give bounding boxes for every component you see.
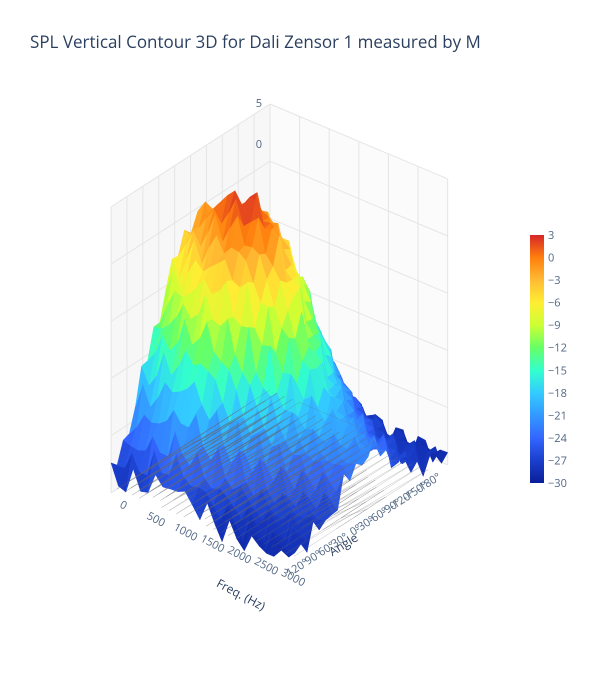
chart-title: SPL Vertical Contour 3D for Dali Zensor … bbox=[30, 30, 481, 53]
svg-text:−9: −9 bbox=[548, 318, 561, 333]
svg-text:−12: −12 bbox=[548, 341, 567, 356]
svg-text:−27: −27 bbox=[548, 453, 567, 468]
svg-text:0: 0 bbox=[548, 251, 554, 266]
svg-text:−24: −24 bbox=[548, 431, 568, 446]
svg-text:0: 0 bbox=[117, 497, 130, 513]
svg-text:5: 5 bbox=[256, 96, 262, 111]
svg-text:−3: −3 bbox=[548, 273, 561, 288]
svg-text:0: 0 bbox=[256, 137, 262, 152]
svg-text:−21: −21 bbox=[548, 408, 567, 423]
svg-text:−6: −6 bbox=[548, 296, 561, 311]
svg-text:−30: −30 bbox=[548, 476, 567, 491]
svg-text:−15: −15 bbox=[548, 363, 567, 378]
svg-text:−18: −18 bbox=[548, 386, 567, 401]
colorbar: 3 0 −3 −6 −9 −12 −15 −18 −21 −24 −27 −30 bbox=[530, 228, 568, 491]
svg-text:3: 3 bbox=[548, 228, 554, 243]
plot-3d-area[interactable]: -180°-150°-120°-90°-60°-30°0°30°60°90°12… bbox=[0, 90, 600, 650]
svg-text:Freq. (Hz): Freq. (Hz) bbox=[214, 574, 269, 614]
